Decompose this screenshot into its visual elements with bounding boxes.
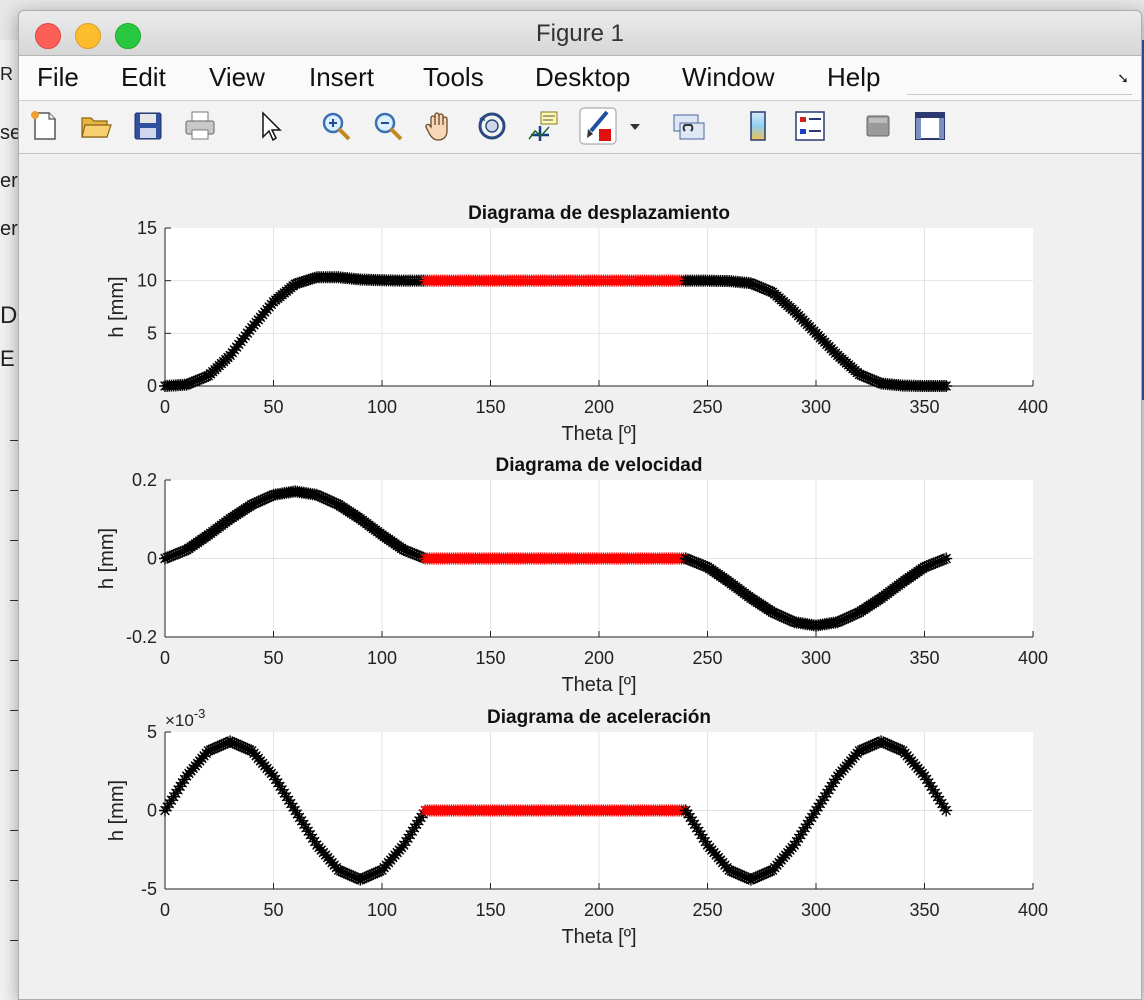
y-tick-label: 0 (147, 801, 157, 821)
x-tick-label: 150 (475, 648, 505, 668)
y-axis-label: h [mm] (106, 276, 128, 337)
x-tick-label: 300 (801, 397, 831, 417)
x-tick-label: 250 (692, 648, 722, 668)
menu-help[interactable]: Help (827, 62, 881, 92)
x-tick-label: 100 (367, 900, 397, 920)
close-window-button[interactable] (35, 23, 61, 49)
x-tick-label: 250 (692, 900, 722, 920)
y-tick-label: 0.2 (132, 470, 157, 490)
figure-canvas[interactable]: 0 50 100 150 200 250 300 350 400 0 5 10 15 Diagrama d… (19, 154, 1141, 999)
x-tick-label: 100 (367, 648, 397, 668)
x-tick-label: 350 (909, 397, 939, 417)
pan-hand-icon[interactable] (423, 109, 457, 143)
maximize-window-button[interactable] (115, 23, 141, 49)
background-text: er (0, 170, 18, 192)
chart-title: Diagrama de desplazamiento (468, 203, 730, 224)
y-axis-label: h [mm] (96, 528, 118, 589)
y-tick-label: 5 (147, 323, 157, 343)
save-icon[interactable] (131, 109, 165, 143)
menu-desktop[interactable]: Desktop (535, 62, 631, 92)
series-markers (419, 274, 692, 287)
chart-title: Diagrama de velocidad (496, 455, 703, 476)
brush-dropdown-icon[interactable] (627, 109, 643, 143)
x-axis-label: Theta [º] (561, 423, 636, 445)
brush-icon[interactable] (579, 107, 617, 145)
y-tick-label: 0 (147, 376, 157, 396)
y-tick-label: 10 (137, 271, 157, 291)
x-axis-label: Theta [º] (561, 926, 636, 948)
menu-file[interactable]: File (37, 62, 79, 92)
x-tick-label: 50 (263, 648, 283, 668)
background-text: se (0, 122, 22, 144)
open-file-icon[interactable] (79, 109, 113, 143)
y-axis-label: h [mm] (106, 780, 128, 841)
figure-window: Figure 1 File Edit View Insert Tools Des… (18, 10, 1142, 1000)
legend-icon[interactable] (793, 109, 827, 143)
menu-overflow-icon[interactable]: ➘ (1117, 70, 1129, 86)
menu-edit[interactable]: Edit (121, 62, 166, 92)
x-tick-label: 300 (801, 900, 831, 920)
x-tick-label: 400 (1018, 648, 1048, 668)
x-tick-label: 200 (584, 648, 614, 668)
x-tick-label: 400 (1018, 900, 1048, 920)
y-tick-label: 0 (147, 549, 157, 569)
y-exponent-label: ×10-3 (165, 706, 205, 730)
series-markers (419, 804, 692, 817)
x-tick-label: 200 (584, 900, 614, 920)
x-tick-label: 0 (160, 900, 170, 920)
x-tick-label: 50 (263, 397, 283, 417)
data-cursor-icon[interactable] (527, 109, 561, 143)
show-plot-tools-icon[interactable] (913, 109, 947, 143)
x-tick-label: 400 (1018, 397, 1048, 417)
x-tick-label: 0 (160, 397, 170, 417)
title-bar[interactable]: Figure 1 (19, 11, 1141, 56)
background-text: er (0, 218, 18, 240)
zoom-out-icon[interactable] (371, 109, 405, 143)
x-tick-label: 100 (367, 397, 397, 417)
x-axis-label: Theta [º] (561, 674, 636, 696)
rotate-3d-icon[interactable] (475, 109, 509, 143)
figure-toolbar (19, 101, 1141, 154)
x-tick-label: 0 (160, 648, 170, 668)
new-figure-icon[interactable] (27, 109, 61, 143)
x-tick-label: 150 (475, 397, 505, 417)
minimize-window-button[interactable] (75, 23, 101, 49)
menu-tools[interactable]: Tools (423, 62, 484, 92)
x-tick-label: 350 (909, 648, 939, 668)
x-tick-label: 350 (909, 900, 939, 920)
background-text: E (0, 346, 15, 371)
menu-window[interactable]: Window (682, 62, 775, 92)
link-plot-icon[interactable] (671, 109, 705, 143)
background-text: R (0, 64, 13, 84)
menu-view[interactable]: View (209, 62, 265, 92)
x-tick-label: 50 (263, 900, 283, 920)
colorbar-icon[interactable] (741, 109, 775, 143)
x-tick-label: 150 (475, 900, 505, 920)
y-tick-label: -5 (141, 879, 157, 899)
print-icon[interactable] (183, 109, 217, 143)
pointer-arrow-icon[interactable] (253, 109, 287, 143)
x-tick-label: 200 (584, 397, 614, 417)
y-tick-label: -0.2 (126, 627, 157, 647)
hide-plot-tools-icon[interactable] (861, 109, 895, 143)
y-tick-label: 15 (137, 218, 157, 238)
window-title: Figure 1 (535, 20, 625, 47)
series-markers (419, 552, 692, 565)
x-tick-label: 250 (692, 397, 722, 417)
y-tick-label: 5 (147, 722, 157, 742)
chart-title: Diagrama de aceleración (487, 707, 711, 728)
menu-insert[interactable]: Insert (309, 62, 375, 92)
x-tick-label: 300 (801, 648, 831, 668)
zoom-in-icon[interactable] (319, 109, 353, 143)
menu-bar: File Edit View Insert Tools Desktop Wind… (19, 56, 1141, 101)
